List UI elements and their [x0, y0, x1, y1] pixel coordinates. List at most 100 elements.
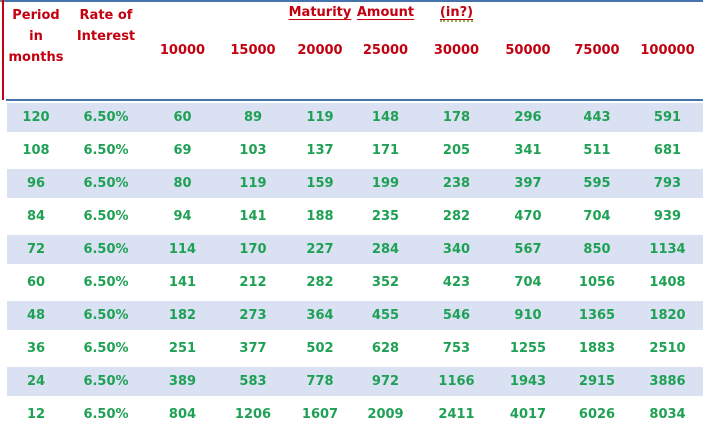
cell-period: 36 [26, 341, 46, 356]
cell-maturity-value: 511 [583, 143, 611, 158]
header-deposit-amount: 25000 [362, 42, 409, 58]
cell-maturity-value: 8034 [649, 407, 686, 422]
header-deposit-amount: 30000 [433, 42, 480, 58]
header-deposit-amount: 15000 [230, 42, 276, 58]
header-separator-line [6, 99, 703, 101]
cell-maturity-value: 235 [371, 209, 400, 224]
cell-maturity-value: 804 [168, 407, 197, 422]
cell-rate: 6.50% [83, 308, 129, 323]
cell-period: 96 [26, 176, 46, 191]
cell-maturity-value: 114 [168, 242, 197, 257]
table-row: 24 6.50% 389 583 778 972 1166 1943 2915 3886 [7, 365, 703, 398]
cell-maturity-value: 1255 [509, 341, 547, 356]
cell-maturity-value: 1943 [509, 374, 547, 389]
cell-rate: 6.50% [83, 341, 129, 356]
cell-maturity-value: 443 [583, 110, 611, 125]
cell-maturity-value: 850 [583, 242, 611, 257]
cell-period: 24 [26, 374, 46, 389]
cell-maturity-value: 591 [653, 110, 682, 125]
cell-maturity-value: 2411 [438, 407, 475, 422]
cell-maturity-value: 704 [514, 275, 542, 290]
cell-maturity-value: 159 [306, 176, 334, 191]
cell-maturity-value: 199 [371, 176, 400, 191]
cell-maturity-value: 141 [239, 209, 267, 224]
cell-rate: 6.50% [83, 143, 129, 158]
cell-maturity-value: 681 [653, 143, 682, 158]
cell-maturity-value: 251 [168, 341, 197, 356]
cell-maturity-value: 1408 [649, 275, 686, 290]
cell-period: 60 [26, 275, 46, 290]
header-rate-label: Rate of Interest [76, 8, 136, 44]
cell-maturity-value: 182 [168, 308, 197, 323]
cell-maturity-value: 2009 [367, 407, 404, 422]
header-deposit-amount: 20000 [297, 42, 343, 58]
cell-maturity-value: 423 [442, 275, 471, 290]
table-row: 60 6.50% 141 212 282 352 423 704 1056 1408 [7, 266, 703, 299]
table-row: 120 6.50% 60 89 119 148 178 296 443 591 [7, 101, 703, 134]
cell-maturity-value: 1056 [578, 275, 616, 290]
cell-maturity-value: 60 [173, 110, 192, 125]
cell-maturity-value: 546 [442, 308, 471, 323]
cell-maturity-value: 1134 [649, 242, 686, 257]
cell-maturity-value: 238 [442, 176, 471, 191]
header-amount-word: Amount [356, 5, 415, 20]
cell-maturity-value: 2510 [649, 341, 686, 356]
cell-maturity-value: 4017 [509, 407, 547, 422]
cell-rate: 6.50% [83, 242, 129, 257]
cell-maturity-value: 793 [653, 176, 682, 191]
table-body: 120 6.50% 60 89 119 148 178 296 443 591 108 6.50% 69… [7, 101, 703, 431]
cell-maturity-value: 1607 [301, 407, 339, 422]
cell-maturity-value: 397 [514, 176, 542, 191]
cell-maturity-value: 972 [371, 374, 400, 389]
table-row: 108 6.50% 69 103 137 171 205 341 511 681 [7, 134, 703, 167]
cell-maturity-value: 80 [173, 176, 192, 191]
cell-maturity-value: 141 [168, 275, 197, 290]
table-row: 48 6.50% 182 273 364 455 546 910 1365 1820 [7, 299, 703, 332]
cell-maturity-value: 170 [239, 242, 267, 257]
header-period-label: Period in months [8, 8, 64, 65]
cell-rate: 6.50% [83, 209, 129, 224]
cell-rate: 6.50% [83, 176, 129, 191]
cell-maturity-value: 137 [306, 143, 334, 158]
cell-maturity-value: 119 [306, 110, 334, 125]
cell-maturity-value: 939 [653, 209, 682, 224]
cell-maturity-value: 188 [306, 209, 334, 224]
table-header: Period in months Rate of Interest Maturi… [7, 2, 703, 97]
cell-maturity-value: 583 [239, 374, 267, 389]
cell-maturity-value: 704 [583, 209, 611, 224]
cell-maturity-value: 94 [173, 209, 192, 224]
cell-period: 48 [26, 308, 46, 323]
cell-maturity-value: 1206 [234, 407, 272, 422]
cell-period: 108 [22, 143, 50, 158]
cell-maturity-value: 148 [371, 110, 400, 125]
cell-maturity-value: 1883 [578, 341, 616, 356]
header-deposit-amount: 50000 [505, 42, 551, 58]
cell-maturity-value: 178 [442, 110, 471, 125]
cell-maturity-value: 455 [371, 308, 400, 323]
cell-maturity-value: 364 [306, 308, 334, 323]
cell-maturity-value: 1166 [438, 374, 475, 389]
cell-maturity-value: 69 [173, 143, 192, 158]
cell-period: 72 [26, 242, 46, 257]
cell-maturity-value: 227 [306, 242, 334, 257]
cell-maturity-value: 89 [243, 110, 263, 125]
header-currency-word: (in?) [439, 5, 474, 22]
table-row: 84 6.50% 94 141 188 235 282 470 704 939 [7, 200, 703, 233]
cell-maturity-value: 3886 [649, 374, 686, 389]
cell-maturity-value: 205 [442, 143, 471, 158]
cell-maturity-value: 282 [306, 275, 334, 290]
cell-maturity-value: 2915 [578, 374, 616, 389]
header-deposit-amount: 10000 [159, 42, 206, 58]
cell-maturity-value: 628 [371, 341, 400, 356]
cell-maturity-value: 212 [239, 275, 267, 290]
header-maturity-word: Maturity [288, 5, 352, 20]
table-row: 36 6.50% 251 377 502 628 753 1255 1883 2510 [7, 332, 703, 365]
table-row: 72 6.50% 114 170 227 284 340 567 850 1134 [7, 233, 703, 266]
cell-rate: 6.50% [83, 275, 129, 290]
header-deposit-amount: 75000 [574, 42, 620, 58]
cell-maturity-value: 103 [239, 143, 267, 158]
table-row: 12 6.50% 804 1206 1607 2009 2411 4017 6026 8034 [7, 398, 703, 431]
cell-maturity-value: 377 [239, 341, 267, 356]
cell-rate: 6.50% [83, 407, 129, 422]
